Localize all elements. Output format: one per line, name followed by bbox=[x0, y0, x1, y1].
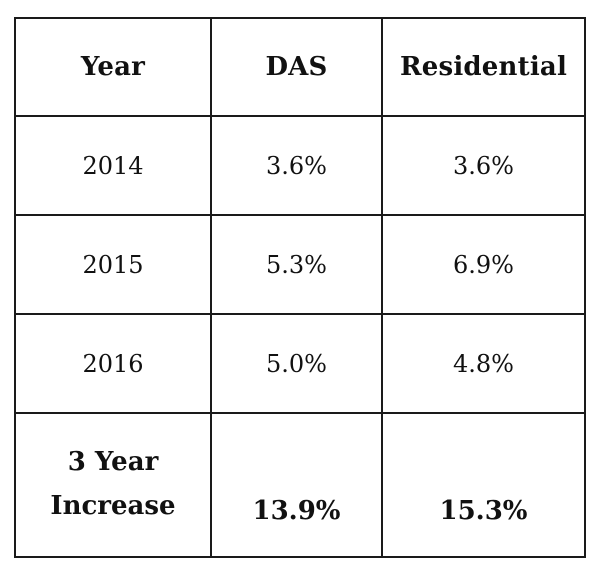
total-label-line2: Increase bbox=[50, 491, 176, 521]
das-cell: 3.6% bbox=[210, 115, 383, 216]
total-das: 13.9% bbox=[210, 412, 383, 558]
increase-table: Year DAS Residential 2014 3.6% 3.6% 2015… bbox=[14, 17, 586, 558]
residential-cell: 4.8% bbox=[381, 313, 586, 414]
header-residential: Residential bbox=[381, 17, 586, 117]
year-cell: 2014 bbox=[14, 115, 212, 216]
table-row: 2015 5.3% 6.9% bbox=[14, 214, 586, 315]
year-cell: 2015 bbox=[14, 214, 212, 315]
year-cell: 2016 bbox=[14, 313, 212, 414]
total-residential: 15.3% bbox=[381, 412, 586, 558]
table-row: 2014 3.6% 3.6% bbox=[14, 115, 586, 216]
total-label: 3 Year Increase bbox=[14, 412, 212, 558]
table-container: Year DAS Residential 2014 3.6% 3.6% 2015… bbox=[14, 17, 586, 558]
das-cell: 5.3% bbox=[210, 214, 383, 315]
header-das: DAS bbox=[210, 17, 383, 117]
residential-cell: 3.6% bbox=[381, 115, 586, 216]
total-row: 3 Year Increase 13.9% 15.3% bbox=[14, 412, 586, 558]
header-year: Year bbox=[14, 17, 212, 117]
header-row: Year DAS Residential bbox=[14, 17, 586, 117]
table-row: 2016 5.0% 4.8% bbox=[14, 313, 586, 414]
das-cell: 5.0% bbox=[210, 313, 383, 414]
residential-cell: 6.9% bbox=[381, 214, 586, 315]
total-label-line1: 3 Year bbox=[67, 447, 159, 477]
